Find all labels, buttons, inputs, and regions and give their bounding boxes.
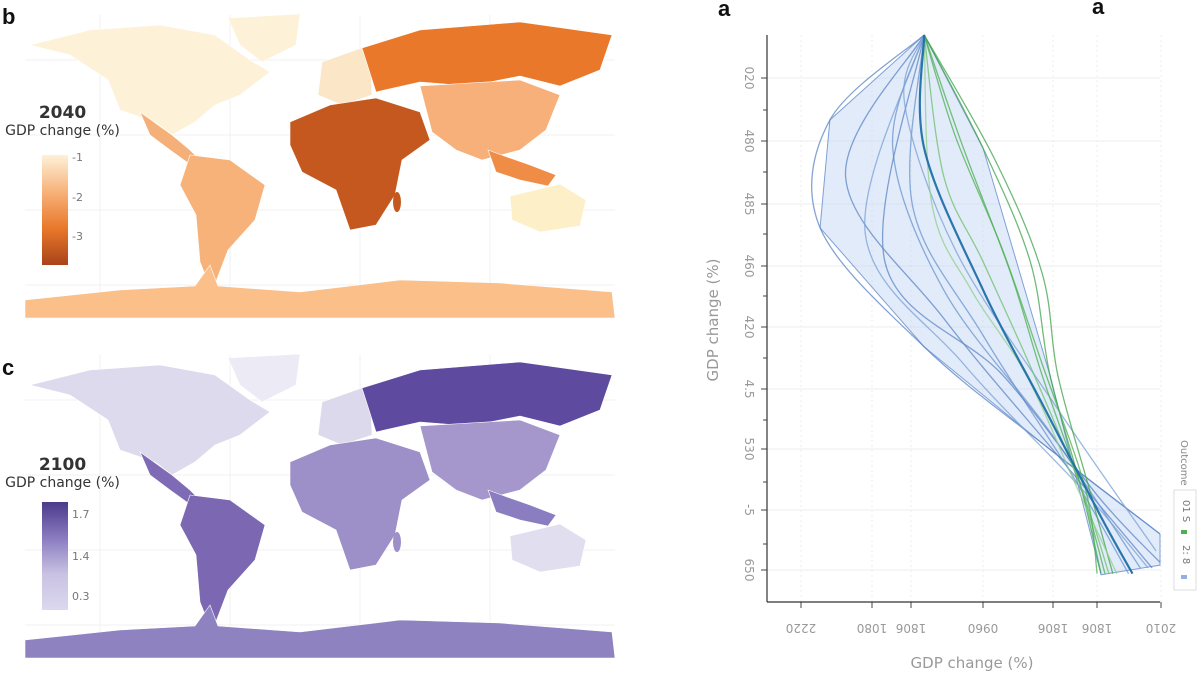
y-tick-label: 485 — [742, 193, 756, 216]
colorbar-tick: -1 — [72, 151, 83, 164]
legend-swatch — [1181, 575, 1187, 579]
region-antarctica — [24, 604, 616, 659]
legend-year: 2100 — [38, 455, 87, 475]
region-australia — [509, 183, 587, 233]
legend-title: GDP change (%) — [5, 123, 120, 139]
region-australia — [509, 523, 587, 573]
region-south-america — [179, 154, 266, 293]
map-2040 — [24, 13, 616, 319]
gdp-line-chart: 020 480 485 460 420 4.5 530 -5 650 2220 1080 1806 09… — [704, 34, 1197, 672]
series-line — [923, 34, 1110, 574]
region-asia — [419, 79, 561, 161]
legend-title: Outcome — [1178, 440, 1189, 486]
region-russia — [361, 21, 613, 93]
x-tick-label: 0960 — [968, 621, 999, 635]
region-madagascar — [393, 192, 401, 212]
y-tick-label: 420 — [742, 316, 756, 339]
legend-label: 01 S — [1180, 500, 1191, 522]
region-greenland — [227, 13, 301, 63]
y-tick-label: 480 — [742, 130, 756, 153]
legend-2100: 2100 GDP change (%) — [0, 455, 125, 491]
y-tick-label: 530 — [742, 438, 756, 461]
region-se-asia — [487, 489, 557, 527]
y-tick-label: 4.5 — [742, 379, 756, 398]
legend-box — [1173, 489, 1197, 591]
colorbar-tick: -3 — [72, 230, 83, 243]
x-tick-label: 2220 — [786, 621, 817, 635]
x-tick-label: 1806 — [896, 621, 927, 635]
colorbar-2040 — [42, 155, 68, 265]
x-axis-label: GDP change (%) — [911, 654, 1034, 672]
y-axis-label: GDP change (%) — [704, 259, 722, 382]
y-tick-label: 650 — [742, 559, 756, 582]
panel-label-c: c — [2, 355, 15, 380]
map-2100 — [24, 353, 616, 659]
x-tick-label: 1806 — [1038, 621, 1069, 635]
legend-swatch — [1181, 530, 1187, 534]
legend-year: 2040 — [38, 103, 87, 123]
legend-2040: 2040 GDP change (%) — [0, 103, 125, 139]
series-line — [923, 34, 1114, 574]
region-asia — [419, 419, 561, 501]
y-tick-label: 460 — [742, 255, 756, 278]
x-tick-label: 1080 — [857, 621, 888, 635]
region-greenland — [227, 353, 301, 403]
colorbar-tick: -2 — [72, 191, 83, 204]
colorbar-tick: 1.4 — [72, 550, 90, 563]
panel-label-a-secondary: a — [1092, 0, 1105, 19]
colorbar-2100 — [42, 502, 68, 610]
x-tick-label: 2010 — [1146, 621, 1177, 635]
legend-label: 2: 8 — [1180, 545, 1191, 564]
region-north-america — [29, 364, 271, 476]
series-line — [903, 34, 1157, 552]
legend-title: GDP change (%) — [5, 475, 120, 491]
colorbar-tick: 0.3 — [72, 590, 90, 603]
x-tick-label: 1806 — [1082, 621, 1113, 635]
region-se-asia — [487, 149, 557, 187]
y-tick-label: 020 — [742, 67, 756, 90]
region-north-america — [29, 24, 271, 136]
y-tick-label: -5 — [742, 504, 756, 516]
region-south-america — [179, 494, 266, 633]
series-line — [918, 34, 1134, 575]
region-madagascar — [393, 532, 401, 552]
series-line — [881, 34, 1161, 563]
panel-label-b: b — [2, 4, 16, 29]
region-russia — [361, 361, 613, 433]
colorbar-tick: 1.7 — [72, 508, 90, 521]
region-antarctica — [24, 264, 616, 319]
panel-label-a: a — [718, 0, 731, 21]
